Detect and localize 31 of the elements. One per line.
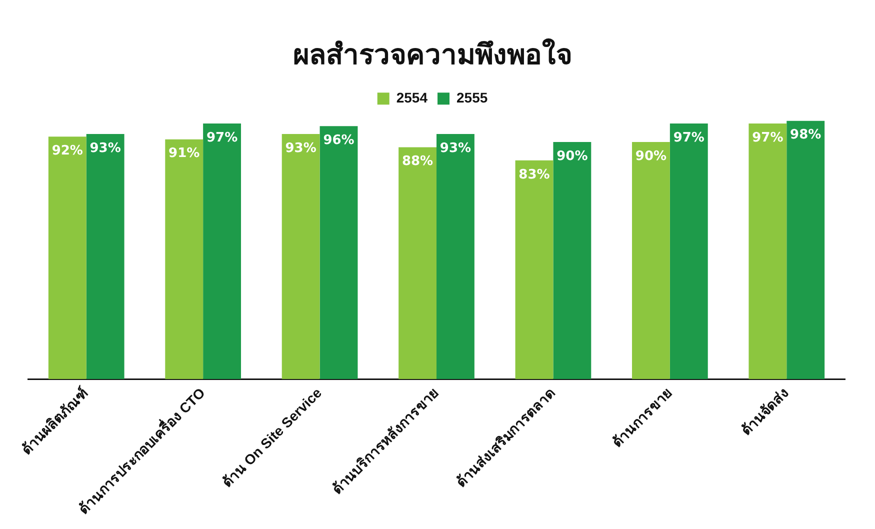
bar	[670, 124, 708, 380]
bar	[632, 142, 670, 380]
data-label: 98%	[790, 128, 822, 143]
legend-label: 2555	[456, 89, 488, 106]
chart-title: ผลสำรวจความพึงพอใจ	[293, 38, 572, 72]
data-label: 97%	[673, 130, 704, 146]
bar	[282, 134, 320, 380]
bar	[203, 124, 242, 380]
data-label: 83%	[518, 167, 550, 182]
bar	[515, 160, 554, 380]
data-label: 93%	[285, 140, 316, 156]
data-label: 91%	[168, 146, 200, 162]
data-label: 88%	[402, 154, 434, 170]
data-label: 93%	[440, 140, 472, 156]
data-label: 97%	[752, 130, 784, 146]
bar	[398, 147, 436, 380]
data-label: 90%	[556, 148, 588, 164]
data-label: 96%	[323, 133, 354, 148]
data-label: 90%	[635, 148, 667, 164]
bar	[86, 134, 124, 380]
data-label: 92%	[52, 144, 83, 159]
bar	[748, 124, 787, 380]
bar	[436, 134, 474, 380]
bar	[48, 136, 86, 380]
legend-label: 2554	[396, 89, 428, 106]
bar	[786, 120, 825, 380]
data-label: 93%	[90, 140, 121, 156]
bar	[320, 126, 358, 380]
bar	[553, 142, 592, 380]
bar	[165, 139, 204, 380]
data-label: 97%	[206, 130, 238, 146]
